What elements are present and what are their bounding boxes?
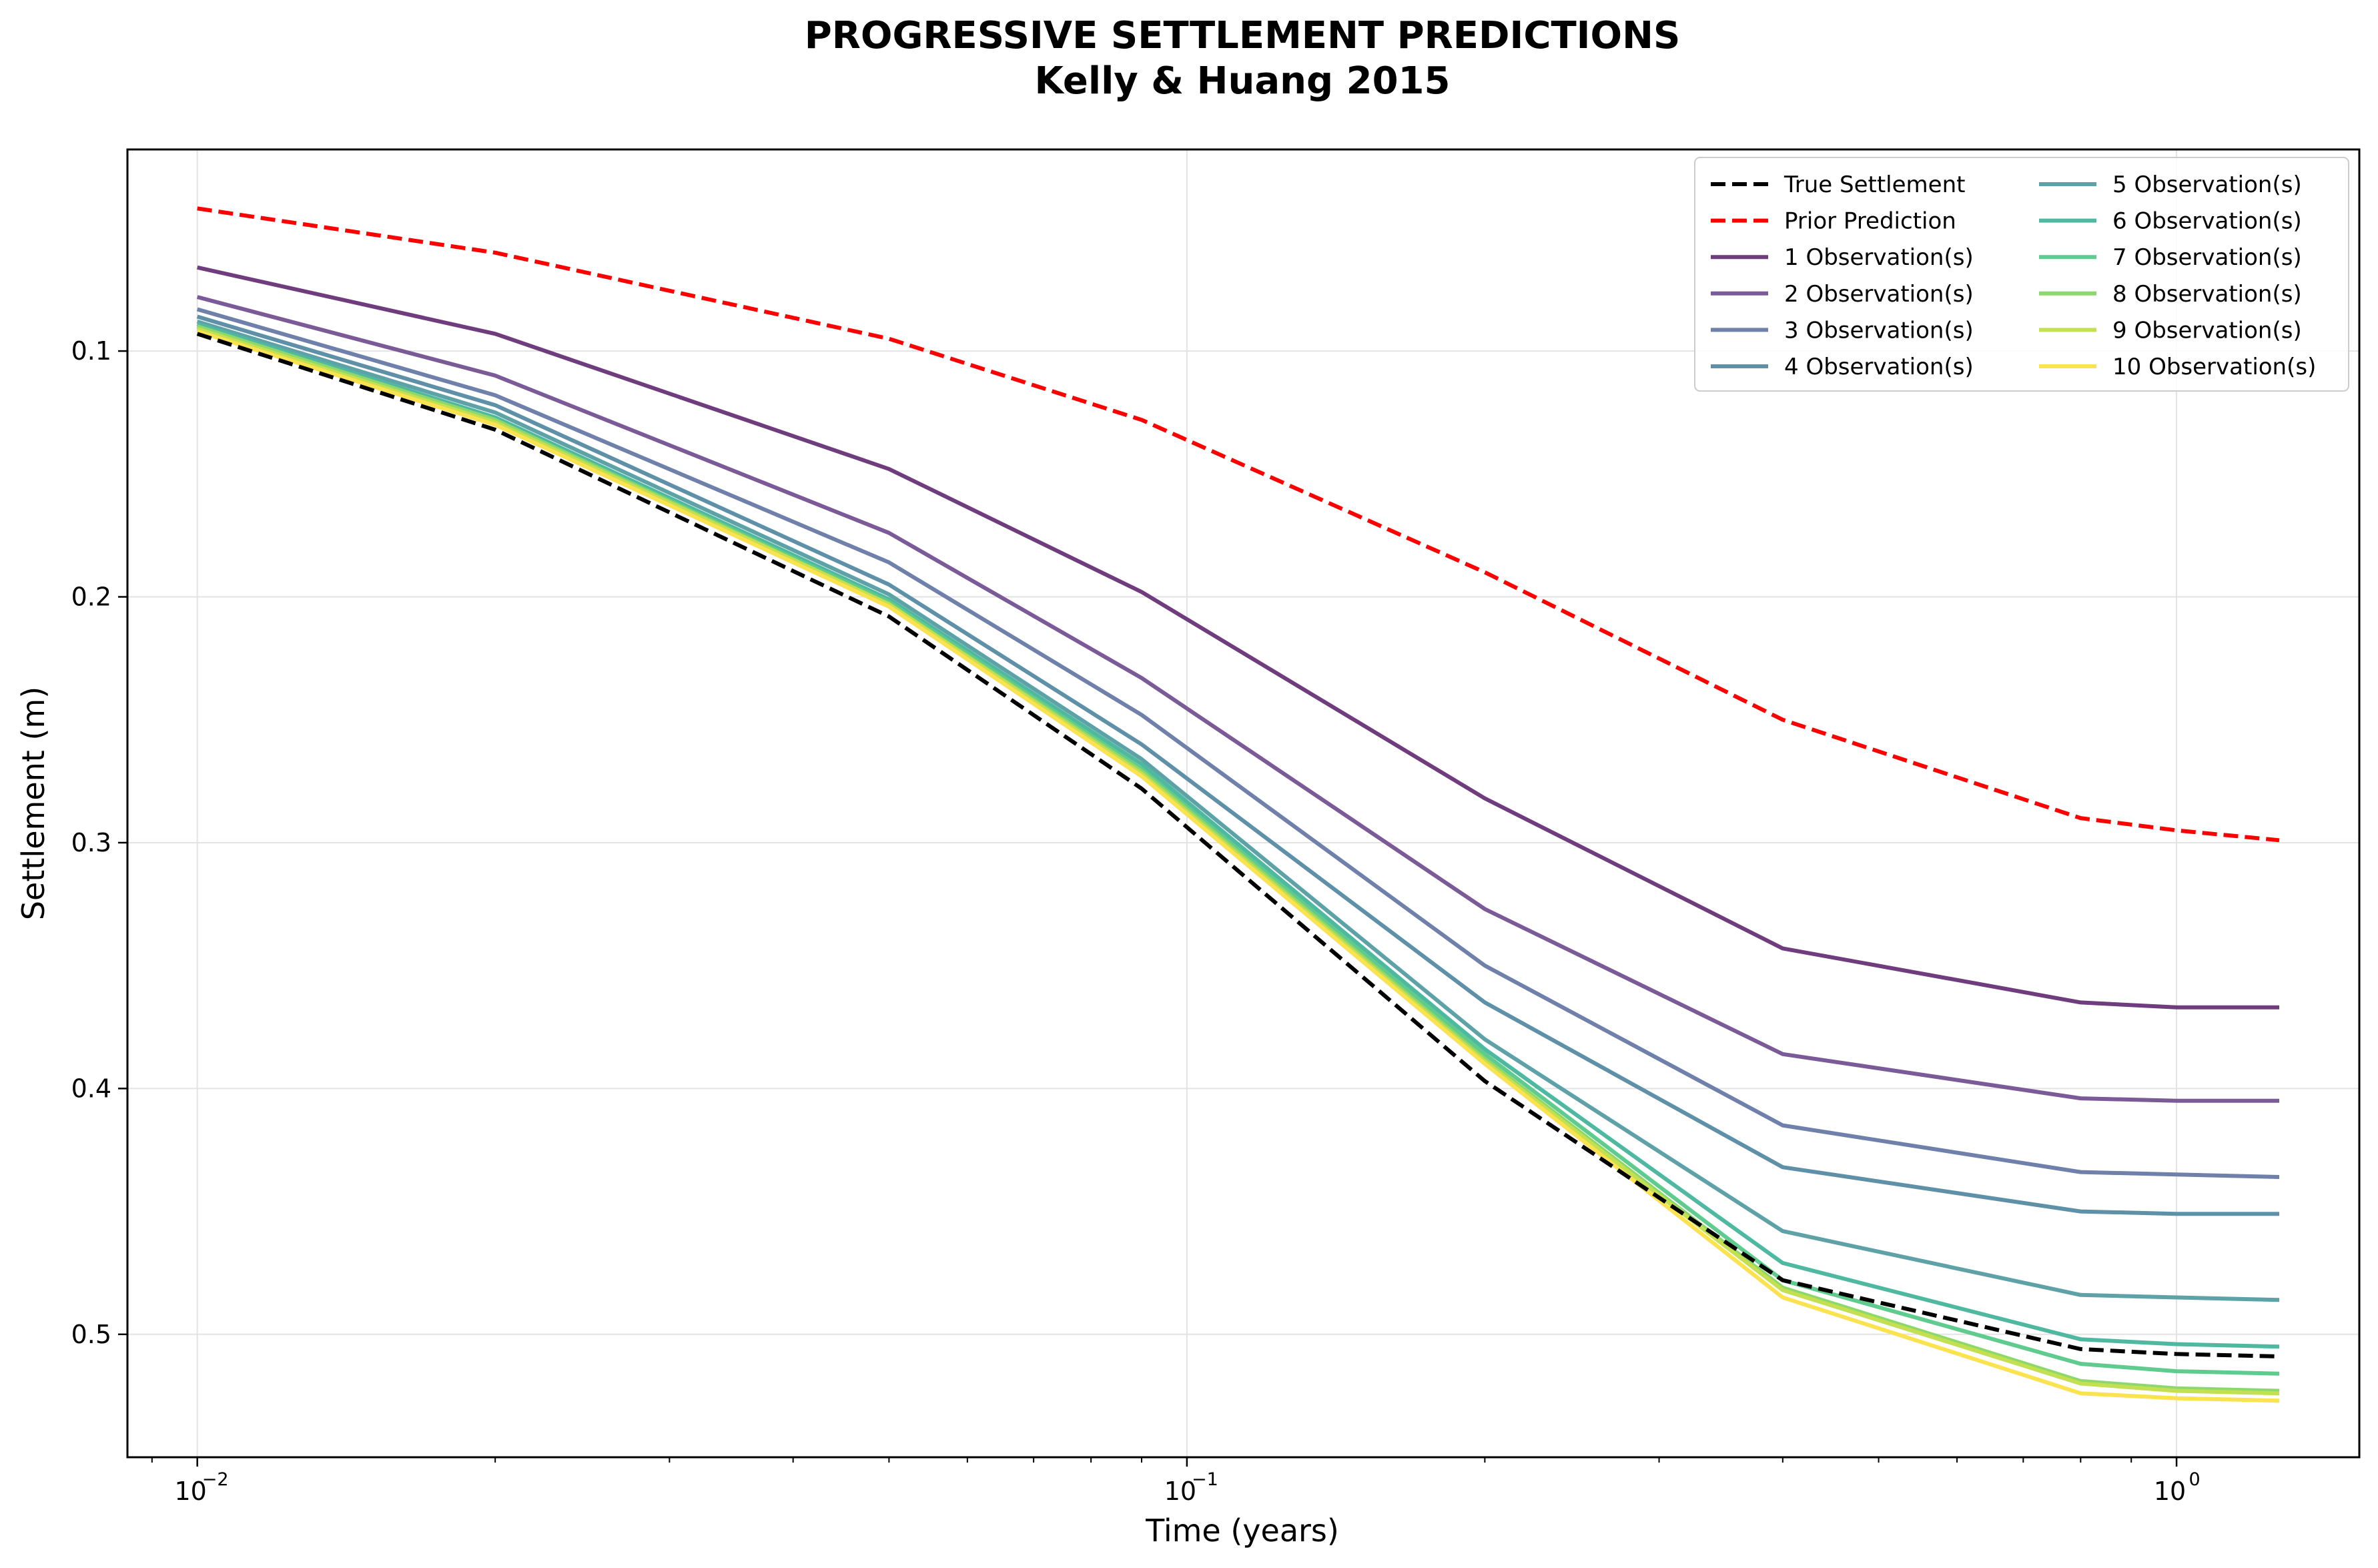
legend-label: 10 Observation(s) [2112, 354, 2316, 380]
legend-label: 9 Observation(s) [2112, 317, 2302, 344]
y-axis-label: Settlement (m) [15, 687, 51, 920]
legend-label: 2 Observation(s) [1784, 281, 1974, 308]
legend: True Settlement Prior Prediction 1 Observa… [1694, 157, 2349, 392]
legend-label: 3 Observation(s) [1784, 317, 1974, 344]
plot-frame [126, 148, 2361, 1459]
x-axis-label: Time (years) [1145, 1513, 1339, 1549]
x-tick-label: 10 [1164, 1477, 1196, 1506]
series-line-7 [196, 320, 2280, 1302]
legend-label: True Settlement [1784, 171, 1965, 198]
y-tick-label: 0.4 [71, 1074, 111, 1103]
chart-subtitle: Kelly & Huang 2015 [1035, 59, 1451, 103]
legend-box [1694, 157, 2349, 392]
series-line-12 [196, 329, 2280, 1403]
legend-label: 8 Observation(s) [2112, 281, 2302, 308]
x-tick-label: 10 [175, 1477, 207, 1506]
y-tick-label: 0.2 [71, 582, 111, 612]
chart-title: PROGRESSIVE SETTLEMENT PREDICTIONS [805, 14, 1681, 57]
x-tick-label: 10 [2154, 1477, 2186, 1506]
axis-ticks: 10−2 10−1 10 00.10.20.30.40.5 [71, 336, 2201, 1506]
series-line-6 [196, 314, 2279, 1216]
x-tick-exponent: −1 [1192, 1469, 1218, 1490]
series-lines [196, 206, 2280, 1403]
y-tick-label: 0.5 [71, 1320, 111, 1349]
series-line-1 [196, 332, 2280, 1358]
legend-label: Prior Prediction [1784, 208, 1956, 235]
series-line-8 [196, 322, 2280, 1349]
series-line-2 [197, 206, 2280, 843]
legend-label: 1 Observation(s) [1784, 244, 1974, 271]
legend-label: 5 Observation(s) [2112, 171, 2302, 198]
legend-label: 6 Observation(s) [2112, 208, 2302, 235]
series-line-4 [196, 295, 2279, 1103]
series-line-3 [197, 265, 2279, 1010]
legend-label: 4 Observation(s) [1784, 354, 1974, 380]
y-tick-label: 0.1 [71, 336, 111, 366]
x-tick-exponent: −2 [202, 1469, 229, 1490]
series-line-5 [196, 307, 2280, 1179]
x-tick-exponent: 0 [2189, 1469, 2200, 1490]
y-tick-label: 0.3 [71, 828, 111, 857]
legend-label: 7 Observation(s) [2112, 244, 2302, 271]
